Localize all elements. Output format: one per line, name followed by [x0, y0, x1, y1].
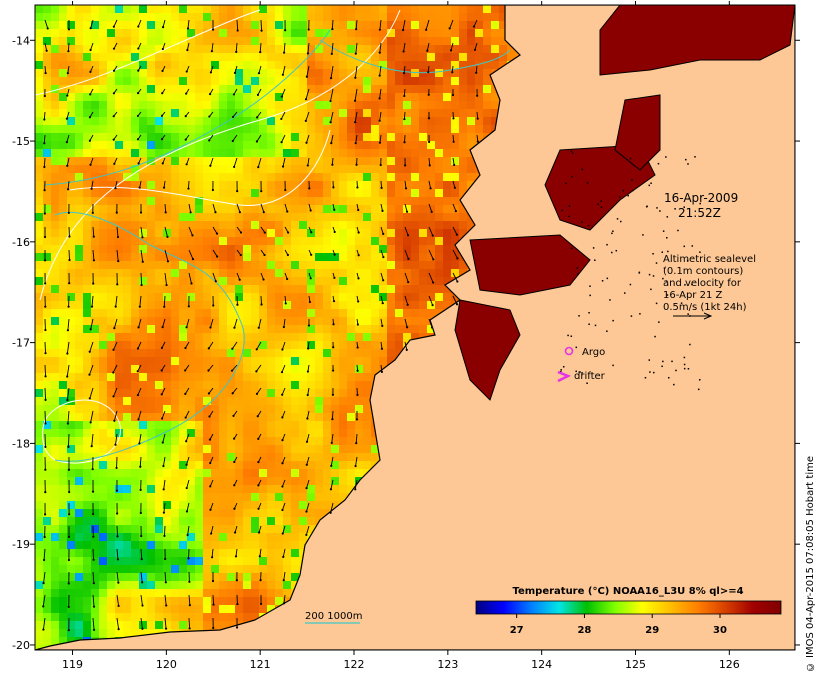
altimetry-legend: Altimetric sealevel (0.1m contours) and …	[663, 254, 756, 320]
timestamp-time: 21:52Z	[678, 206, 721, 220]
timestamp-date: 16-Apr-2009	[664, 191, 738, 205]
lat-tick-label: -17	[12, 337, 30, 350]
colorbar-ticks: 27 28 29 30	[510, 614, 727, 636]
altimetry-line-2: (0.1m contours)	[663, 266, 743, 277]
drifter-chevron-icon	[557, 370, 572, 383]
lat-tick-label: -20	[12, 639, 30, 652]
latitude-axis: -14 -15 -16 -17 -18 -19 -20	[12, 34, 800, 652]
lon-tick-label: 123	[437, 658, 458, 671]
lon-tick-label: 122	[344, 658, 365, 671]
lon-tick-label: 125	[625, 658, 646, 671]
lon-tick-label: 126	[719, 658, 740, 671]
plot-frame	[34, 4, 796, 651]
land-mass	[35, 5, 795, 650]
colorbar-ramp	[475, 600, 782, 615]
velocity-vectors	[42, 19, 479, 632]
lat-tick-label: -15	[12, 135, 30, 148]
bathymetry-contours	[44, 29, 511, 462]
lat-tick-label: -19	[12, 538, 30, 551]
longitude-axis: 119 120 121 122 123 124 125 126	[62, 1, 740, 671]
velocity-scale-arrowhead	[703, 312, 713, 320]
altimetry-line-3: and velocity for	[663, 278, 742, 289]
argo-marker: Argo	[564, 346, 605, 358]
colorbar-tick-label: 28	[577, 625, 591, 636]
altimetry-line-5: 0.5m/s (1kt 24h)	[663, 302, 747, 313]
colorbar-tick-label: 29	[645, 625, 659, 636]
altimetry-line-1: Altimetric sealevel	[663, 254, 756, 265]
lat-tick-label: -16	[12, 236, 30, 249]
lon-tick-label: 121	[250, 658, 271, 671]
argo-label: Argo	[582, 347, 605, 358]
bathymetry-label: 200 1000m	[305, 611, 362, 622]
colorbar: Temperature (°C) NOAA16_L3U 8% ql>=4 27 2…	[475, 586, 782, 636]
lon-tick-label: 124	[531, 658, 552, 671]
colorbar-title: Temperature (°C) NOAA16_L3U 8% ql>=4	[512, 586, 743, 597]
colorbar-tick-label: 30	[713, 625, 727, 636]
drifter-label: drifter	[574, 371, 606, 382]
argo-circle-icon	[564, 346, 574, 356]
sealevel-contours	[35, 9, 401, 464]
lon-tick-label: 120	[156, 658, 177, 671]
drifter-marker: drifter	[557, 370, 606, 383]
altimetry-line-4: 16-Apr 21 Z	[663, 290, 722, 301]
lat-tick-label: -18	[12, 437, 30, 450]
lon-tick-label: 119	[62, 658, 83, 671]
colorbar-tick-label: 27	[510, 625, 524, 636]
lat-tick-label: -14	[12, 34, 30, 47]
bathymetry-legend: 200 1000m	[305, 611, 362, 624]
credit-text: © IMOS 04-Apr-2015 07:08:05 Hobart time	[805, 455, 816, 672]
